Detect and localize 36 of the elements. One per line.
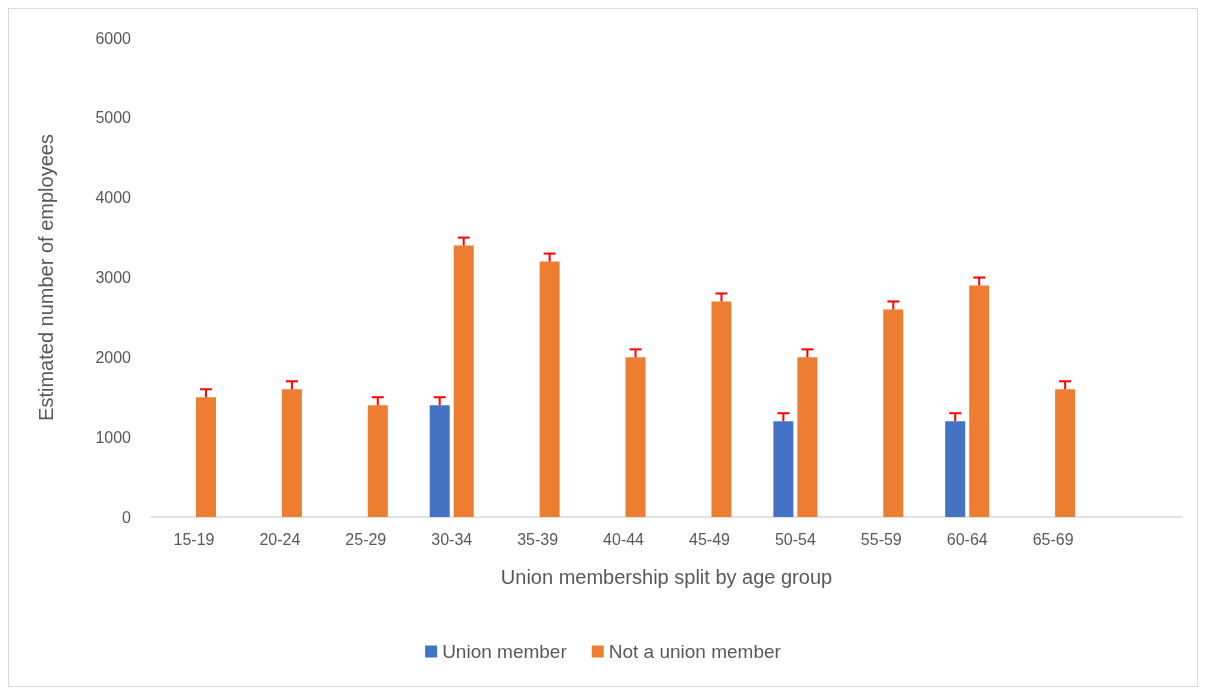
y-tick-label: 4000 [95,189,132,207]
x-tick-label: 65-69 [1032,530,1074,548]
bar [367,405,388,517]
x-tick-label: 30-34 [431,530,473,548]
bar [883,309,904,517]
bar [281,389,302,517]
x-tick-label: 40-44 [603,530,645,548]
y-tick-label: 2000 [95,348,132,366]
bar [797,357,818,517]
bar [195,397,216,517]
x-tick-label: 60-64 [946,530,988,548]
bar [1055,389,1076,517]
bar [773,421,794,517]
y-tick-label: 0 [122,508,132,526]
x-tick-label: 55-59 [860,530,902,548]
legend-label: Not a union member [608,641,782,662]
x-tick-label: 25-29 [345,530,387,548]
x-tick-label: 45-49 [689,530,731,548]
y-tick-label: 5000 [95,109,132,127]
x-axis-title: Union membership split by age group [500,566,833,588]
y-axis-title: Estimated number of employees [35,134,57,421]
x-tick-label: 15-19 [173,530,215,548]
bar [945,421,966,517]
x-tick-label: 20-24 [259,530,301,548]
y-tick-label: 3000 [95,269,132,286]
bar [711,301,732,517]
x-tick-label: 50-54 [774,530,816,548]
bar [453,245,474,517]
legend-label: Union member [442,641,568,662]
bar [429,405,450,517]
y-tick-label: 1000 [95,428,132,446]
y-tick-label: 6000 [95,29,132,47]
x-tick-label: 35-39 [517,530,559,548]
bar [625,357,646,517]
bar [969,285,990,517]
bar [539,261,560,517]
